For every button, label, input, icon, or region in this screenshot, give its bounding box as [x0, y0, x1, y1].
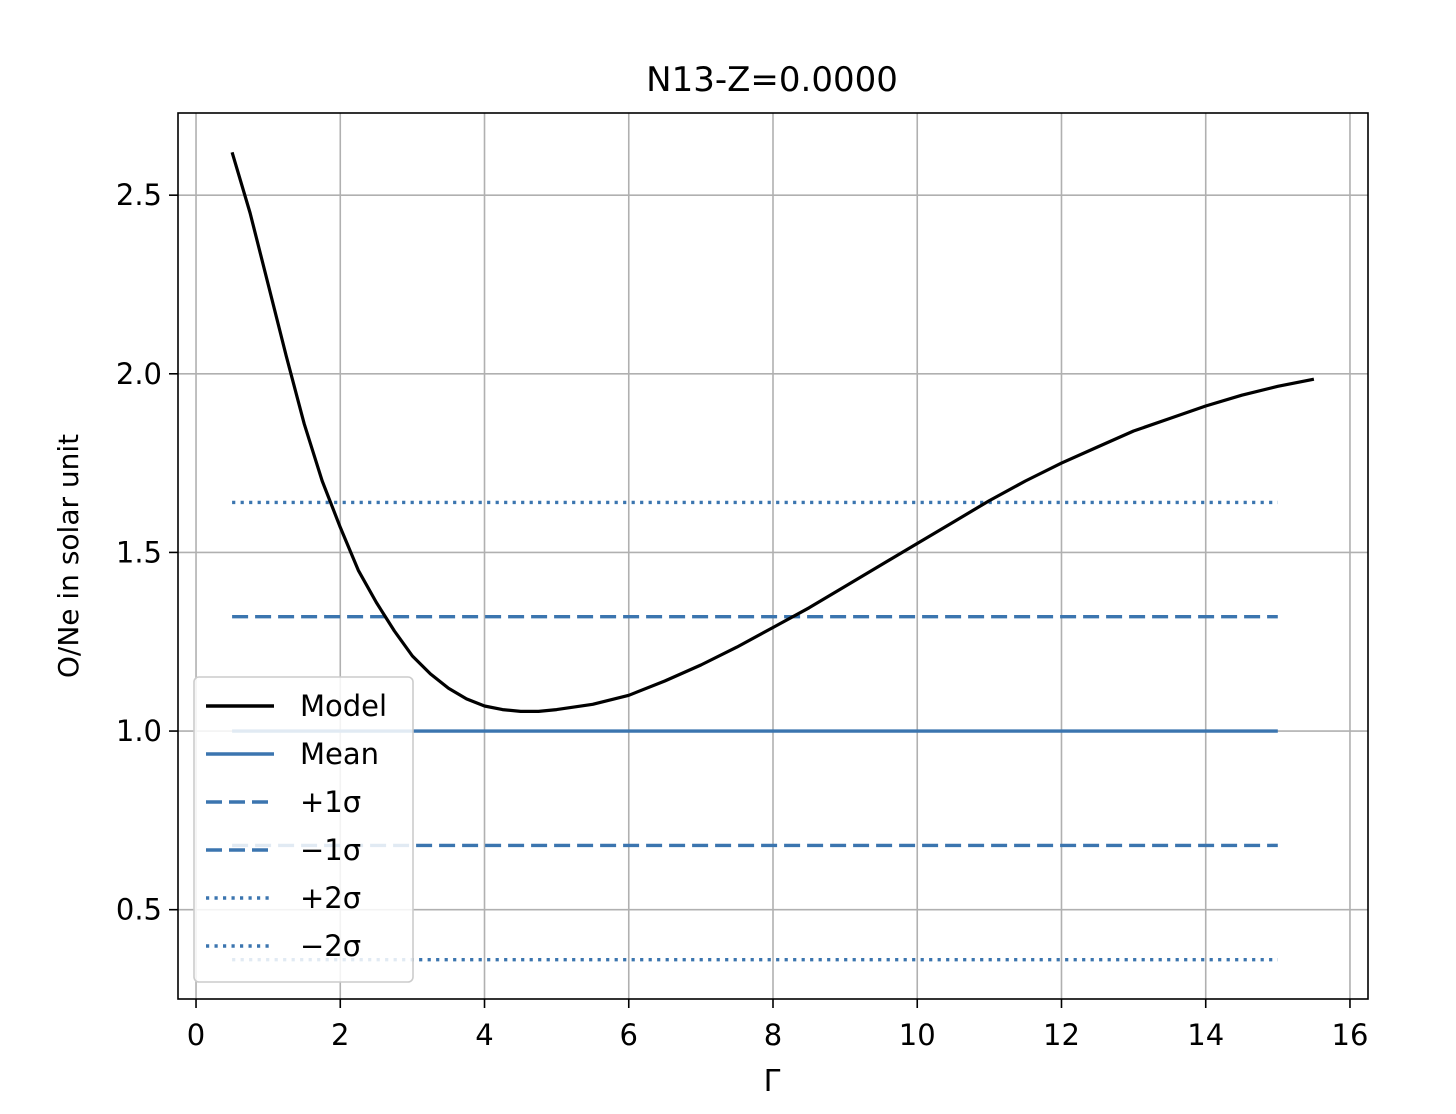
legend-label: −2σ	[300, 929, 361, 963]
legend: Model Mean +1σ −1σ +2σ −2σ	[193, 676, 414, 983]
y-axis-label: O/Ne in solar unit	[52, 434, 85, 678]
x-tick-label: 10	[899, 1018, 936, 1052]
x-tick-label: 12	[1043, 1018, 1080, 1052]
legend-label: Model	[300, 689, 387, 723]
series-line	[230, 151, 1315, 714]
axis-ticks: 0 2 4 6 8 10 12 14 16 0.5 1.0 1.5 2.0 2.5	[116, 178, 1369, 1052]
x-axis-label: Γ	[764, 1064, 781, 1099]
legend-label: Mean	[300, 737, 379, 771]
y-tick-label: 1.0	[116, 714, 162, 748]
y-tick-label: 0.5	[116, 893, 162, 927]
x-tick-label: 8	[764, 1018, 782, 1052]
legend-label: −1σ	[300, 833, 361, 867]
y-tick-label: 2.0	[116, 357, 162, 391]
x-tick-label: 6	[620, 1018, 638, 1052]
x-tick-label: 14	[1187, 1018, 1224, 1052]
legend-label: +1σ	[300, 785, 361, 819]
x-tick-label: 0	[187, 1018, 205, 1052]
y-tick-label: 1.5	[116, 535, 162, 569]
x-tick-label: 16	[1332, 1018, 1369, 1052]
chart-title: N13-Z=0.0000	[646, 60, 898, 100]
x-tick-label: 4	[475, 1018, 493, 1052]
legend-label: +2σ	[300, 881, 361, 915]
y-tick-label: 2.5	[116, 178, 162, 212]
x-tick-label: 2	[331, 1018, 349, 1052]
